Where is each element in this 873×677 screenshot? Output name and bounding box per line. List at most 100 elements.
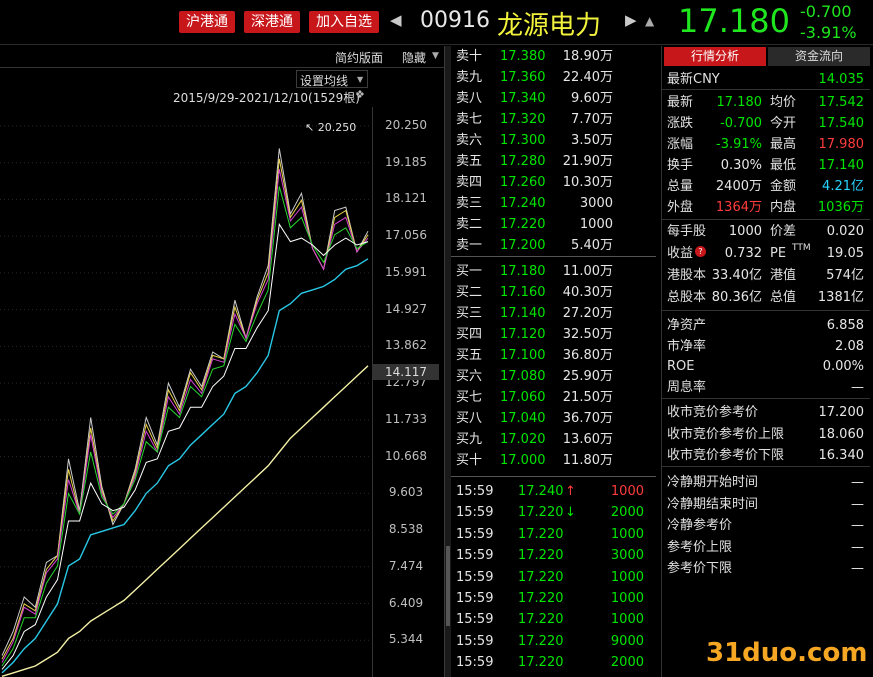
single-row: 市净率 2.08 xyxy=(662,336,870,357)
level-price: 17.120 xyxy=(500,327,546,342)
fundamental-label: 收益 xyxy=(667,246,694,261)
quote-label: 总量 xyxy=(667,179,694,194)
y-tick-label: 6.409 xyxy=(388,595,424,610)
fundamental-value: 1000 xyxy=(728,224,762,239)
bid-row: 买二 17.160 40.30万 xyxy=(451,282,656,303)
simple-layout-button[interactable]: 简约版面 xyxy=(335,51,384,65)
cooling-row: 冷静期结束时间 — xyxy=(662,494,870,515)
tick-time: 15:59 xyxy=(456,569,494,585)
tick-time: 15:59 xyxy=(456,505,494,521)
tick-price: 17.220 xyxy=(518,612,564,628)
single-label: ROE xyxy=(667,359,695,374)
quote-value: 4.21亿 xyxy=(822,179,864,194)
hk-connect-sz-badge[interactable]: 深港通 xyxy=(244,11,300,33)
cooling-label: 参考价上限 xyxy=(667,539,733,555)
hide-chevron-icon[interactable]: ▼ xyxy=(432,51,439,61)
cooling-row: 参考价下限 — xyxy=(662,558,870,579)
ma-line-0 xyxy=(1,148,369,656)
quote-value: 0.30% xyxy=(720,158,762,173)
single-row: 周息率 — xyxy=(662,377,870,398)
level-volume: 36.80万 xyxy=(562,348,613,363)
level-price: 17.060 xyxy=(500,390,546,405)
auction-value: 16.340 xyxy=(818,448,865,463)
quote-value: 17.140 xyxy=(818,158,865,173)
auction-row: 收市竞价参考价下限 16.340 xyxy=(662,445,870,466)
y-tick-label: 13.862 xyxy=(385,338,427,353)
level-label: 卖二 xyxy=(456,217,483,232)
tick-row: 15:59 17.220 1000 xyxy=(451,609,656,630)
ask-row: 卖五 17.280 21.90万 xyxy=(451,151,656,172)
tick-price: 17.220 xyxy=(518,505,564,521)
ask-row: 卖三 17.240 3000 xyxy=(451,193,656,214)
set-ma-label: 设置均线 xyxy=(300,74,349,88)
fundamental-value: 19.05 xyxy=(826,246,864,261)
peak-value: 20.250 xyxy=(317,121,357,134)
level-price: 17.040 xyxy=(500,411,546,426)
level-volume: 18.90万 xyxy=(562,49,613,64)
scroll-thumb[interactable] xyxy=(446,546,450,626)
cooling-label: 冷静参考价 xyxy=(667,518,733,533)
set-ma-button[interactable]: 设置均线 ▼ xyxy=(296,70,368,88)
order-book: 卖十 17.380 18.90万 卖九 17.360 22.40万 卖八 17.340 9.60… xyxy=(451,46,656,677)
hk-connect-sh-badge[interactable]: 沪港通 xyxy=(179,11,235,33)
y-tick-label: 9.603 xyxy=(388,485,424,500)
fundamental-row: 每手股 1000 价差 0.020 xyxy=(662,221,870,242)
level-label: 买三 xyxy=(456,306,483,321)
auction-label: 收市竞价参考价上限 xyxy=(667,426,785,442)
level-label: 买八 xyxy=(456,411,483,426)
tick-time: 15:59 xyxy=(456,526,494,542)
fundamental-label: 每手股 xyxy=(667,224,707,239)
single-label: 周息率 xyxy=(667,379,707,395)
fundamental-value: 33.40亿 xyxy=(711,268,762,283)
level-label: 卖十 xyxy=(456,49,483,64)
quote-row: 总量 2400万 金额 4.21亿 xyxy=(662,176,870,197)
level-volume: 36.70万 xyxy=(562,411,613,426)
order-book-scrollbar[interactable] xyxy=(445,46,451,677)
price-change-pct: -3.91% xyxy=(800,23,857,42)
level-label: 卖五 xyxy=(456,154,483,169)
quote-label: 换手 xyxy=(667,158,694,173)
ma-line-2 xyxy=(1,168,369,663)
ask-row: 卖八 17.340 9.60万 xyxy=(451,88,656,109)
tick-row: 15:59 17.220 2000 xyxy=(451,652,656,673)
tick-price: 17.240 xyxy=(518,484,564,499)
quote-value: 17.180 xyxy=(716,95,763,110)
pin-icon[interactable]: ❖ xyxy=(355,88,365,101)
tick-time: 15:59 xyxy=(456,655,494,671)
ma-line-4 xyxy=(1,222,369,670)
auction-row: 收市竞价参考价 17.200 xyxy=(662,402,870,423)
add-watchlist-button[interactable]: 加入自选 xyxy=(309,11,379,33)
up-arrow-icon: ↑ xyxy=(565,484,576,499)
level-volume: 22.40万 xyxy=(562,70,613,85)
prev-stock-arrow-icon[interactable]: ◀ xyxy=(390,11,402,29)
ma-line-5 xyxy=(1,258,369,674)
tick-time: 15:59 xyxy=(456,612,494,628)
cooling-label: 冷静期结束时间 xyxy=(667,496,759,512)
tab-market-analysis[interactable]: 行情分析 xyxy=(664,47,766,66)
tick-row: 15:59 17.220 3000 xyxy=(451,545,656,566)
bid-row: 买七 17.060 21.50万 xyxy=(451,387,656,408)
tick-volume: 1000 xyxy=(610,526,644,542)
level-price: 17.020 xyxy=(500,432,546,447)
level-label: 卖三 xyxy=(456,196,483,211)
stock-name: 龙源电力 xyxy=(497,11,602,41)
info-icon[interactable]: ? xyxy=(695,246,706,257)
fundamental-label: PE xyxy=(770,246,787,261)
level-price: 17.100 xyxy=(500,348,546,363)
auction-value: 18.060 xyxy=(818,426,865,442)
tick-volume: 2000 xyxy=(610,505,644,521)
current-price-marker: 14.117 xyxy=(373,364,439,380)
tick-time: 15:59 xyxy=(456,591,494,606)
single-label: 市净率 xyxy=(667,338,707,354)
hide-button[interactable]: 隐藏 xyxy=(402,51,427,65)
next-stock-arrow-icon[interactable]: ▶ xyxy=(625,11,637,29)
bell-icon[interactable]: ▲ xyxy=(645,14,655,28)
cooling-label: 参考价下限 xyxy=(667,561,733,576)
level-volume: 3000 xyxy=(579,196,613,211)
level-label: 卖四 xyxy=(456,175,483,190)
fundamental-label: 港值 xyxy=(770,268,797,283)
level-price: 17.140 xyxy=(500,306,546,321)
fundamental-row: 收益? 0.732 PE TTM 19.05 xyxy=(662,243,870,264)
y-tick-label: 19.185 xyxy=(385,154,427,169)
tab-fund-flow[interactable]: 资金流向 xyxy=(768,47,870,66)
